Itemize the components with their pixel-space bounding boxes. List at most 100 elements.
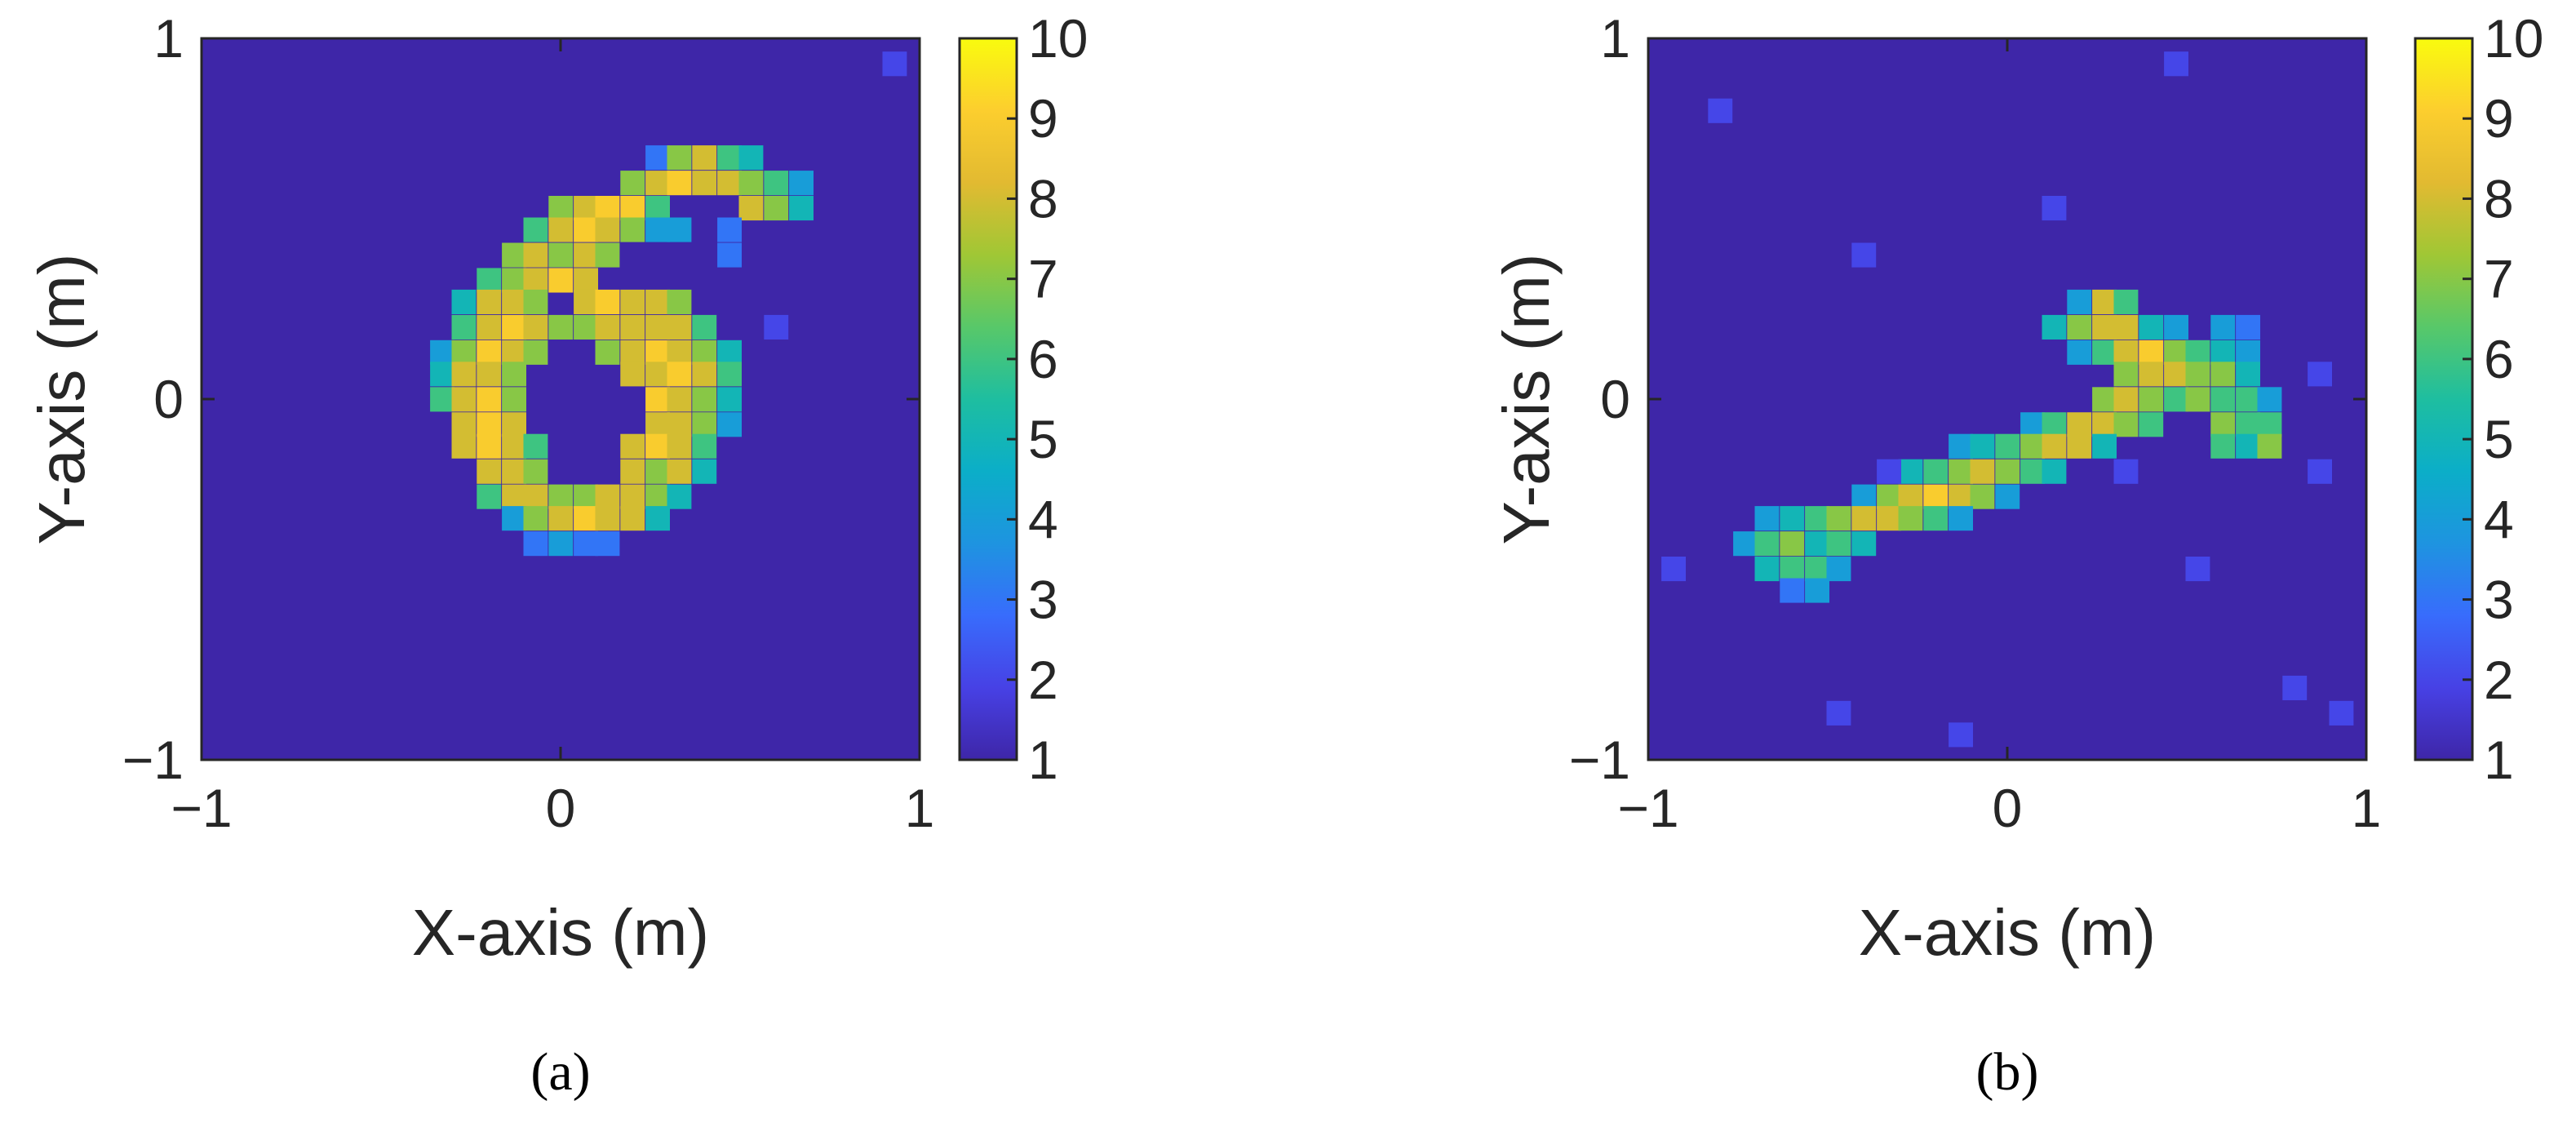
heatmap-cell: [1780, 578, 1805, 603]
x-tick-label: −1: [171, 778, 232, 838]
heatmap-cell: [2092, 314, 2117, 340]
heatmap-cell: [2113, 289, 2139, 314]
colorbar-tick-label: 7: [1028, 249, 1058, 309]
heatmap-cell: [717, 145, 742, 171]
colorbar-tick-label: 2: [2484, 650, 2514, 710]
y-tick-label: 1: [1600, 8, 1630, 69]
heatmap-cell: [1877, 484, 1901, 509]
y-tick-label: 0: [1600, 369, 1630, 429]
heatmap-cell: [667, 171, 692, 196]
heatmap-cell: [502, 387, 526, 412]
heatmap-cell: [1995, 484, 2020, 509]
heatmap-cell: [2092, 433, 2117, 459]
heatmap-cell: [477, 362, 502, 387]
heatmap-cell: [2329, 700, 2354, 726]
colorbar-tick-label: 9: [2484, 88, 2514, 149]
heatmap-cell: [645, 145, 670, 171]
heatmap-cell: [595, 196, 620, 221]
heatmap-cell: [595, 242, 620, 268]
heatmap-cell: [574, 289, 598, 314]
heatmap-cell: [1970, 484, 1995, 509]
heatmap-cell: [477, 314, 502, 340]
heatmap-cell: [451, 387, 477, 412]
heatmap-cell: [667, 145, 692, 171]
colorbar-tick-label: 1: [2484, 730, 2514, 790]
heatmap-cell: [667, 217, 692, 242]
colorbar-tick-label: 8: [2484, 168, 2514, 229]
heatmap-cell: [2020, 412, 2045, 437]
heatmap-cell: [2164, 51, 2188, 77]
heatmap-cell: [502, 340, 526, 365]
heatmap-cell: [2113, 412, 2139, 437]
colorbar-tick-label: 4: [1028, 489, 1058, 549]
colorbar-b: 1 2 3 4 5 6 7 8 9 10: [2414, 8, 2543, 790]
heatmap-cell: [502, 289, 526, 314]
heatmap-cell: [477, 387, 502, 412]
heatmap-cell: [595, 217, 620, 242]
heatmap-cell: [620, 484, 645, 509]
heatmap-cell: [2282, 675, 2308, 700]
heatmap-cell: [548, 484, 574, 509]
heatmap-cell: [2139, 387, 2164, 412]
heatmap-cell: [574, 268, 598, 293]
heatmap-cell: [477, 433, 502, 459]
heatmap-cell: [1898, 506, 1923, 531]
heatmap-cell: [667, 340, 692, 365]
heatmap-cell: [764, 196, 789, 221]
heatmap-cell: [2139, 412, 2164, 437]
heatmap-background: [202, 38, 920, 760]
heatmap-cell: [1733, 531, 1758, 557]
heatmap-cell: [595, 314, 620, 340]
heatmap-cell: [1923, 484, 1949, 509]
y-tick-label: 0: [153, 369, 184, 429]
heatmap-cell: [1949, 722, 1973, 748]
heatmap-cell: [1780, 531, 1805, 557]
axis-ticks-a: −1 0 1 −1 0 1: [122, 8, 935, 838]
heatmap-cell: [1826, 557, 1851, 582]
heatmap-cell: [1923, 459, 1949, 484]
heatmap-cell: [1970, 433, 1995, 459]
heatmap-cells-a: [202, 38, 920, 760]
heatmap-cell: [717, 362, 742, 387]
heatmap-cell: [451, 433, 477, 459]
colorbar-tick-label: 8: [1028, 168, 1058, 229]
heatmap-cell: [738, 171, 764, 196]
heatmap-cell: [738, 196, 764, 221]
heatmap-cell: [1877, 459, 1901, 484]
heatmap-cell: [574, 242, 598, 268]
colorbar-gradient: [2414, 37, 2474, 761]
x-tick-label: 1: [2352, 778, 2382, 838]
heatmap-cell: [1898, 484, 1923, 509]
heatmap-cell: [620, 362, 645, 387]
heatmap-cell: [2042, 459, 2067, 484]
heatmap-cell: [1805, 506, 1829, 531]
heatmap-cell: [1754, 506, 1780, 531]
colorbar-tick-label: 10: [2484, 8, 2543, 69]
heatmap-cell: [2164, 340, 2188, 365]
heatmap-cell: [477, 412, 502, 437]
colorbar-tick-label: 5: [1028, 409, 1058, 469]
heatmap-cell: [692, 362, 717, 387]
heatmap-cell: [620, 433, 645, 459]
x-tick-label: 0: [546, 778, 576, 838]
heatmap-cell: [523, 531, 548, 557]
heatmap-cell: [692, 412, 717, 437]
heatmap-cell: [1851, 531, 1877, 557]
heatmap-cell: [620, 314, 645, 340]
heatmap-cell: [548, 242, 574, 268]
heatmap-cell: [789, 196, 814, 221]
heatmap-cell: [1805, 531, 1829, 557]
heatmap-cell: [1949, 433, 1973, 459]
heatmap-cell: [645, 433, 670, 459]
heatmap-cell: [692, 145, 717, 171]
colorbar-tick-label: 2: [1028, 650, 1058, 710]
heatmap-cell: [502, 268, 526, 293]
heatmap-cell: [595, 506, 620, 531]
heatmap-cell: [2236, 412, 2260, 437]
axis-ticks-b: −1 0 1 −1 0 1: [1569, 8, 2382, 838]
heatmap-cell: [548, 268, 574, 293]
heatmap-cell: [502, 242, 526, 268]
heatmap-panel-b: 1 2 3 4 5 6 7 8 9 10 −1 0 1 −1 0 1 X-axis (m) Y-axis (…: [1490, 8, 2543, 1102]
heatmap-cell: [523, 314, 548, 340]
heatmap-cell: [2067, 340, 2092, 365]
